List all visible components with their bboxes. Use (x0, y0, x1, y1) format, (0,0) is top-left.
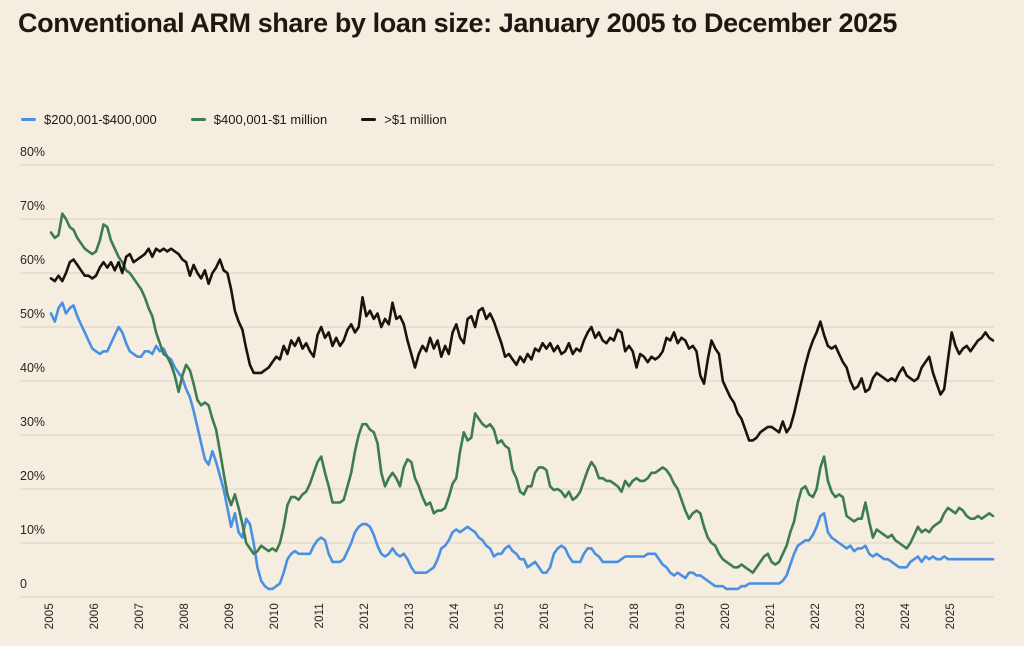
legend-dash-icon (190, 118, 206, 121)
chart-title: Conventional ARM share by loan size: Jan… (18, 8, 897, 38)
y-axis-label: 0 (20, 577, 27, 591)
x-axis-label: 2019 (674, 603, 687, 630)
y-axis-label: 50% (20, 307, 46, 321)
y-axis-label: 30% (20, 415, 46, 429)
x-axis-label: 2012 (359, 603, 372, 630)
x-axis-label: 2016 (539, 603, 552, 630)
legend-item-0[interactable]: $200,001-$400,000 (21, 112, 157, 127)
x-axis-label: 2018 (629, 603, 642, 630)
legend-item-2[interactable]: >$1 million (361, 112, 447, 127)
series-line-1 (49, 212, 995, 574)
y-axis-label: 40% (20, 361, 46, 375)
series-line-0 (49, 301, 995, 591)
y-axis-label: 60% (20, 253, 46, 267)
x-axis-label: 2008 (179, 603, 192, 630)
x-axis-label: 2010 (269, 603, 282, 630)
x-axis-label: 2025 (944, 603, 957, 630)
x-axis-label: 2024 (899, 603, 912, 630)
series-line-2 (49, 247, 995, 442)
x-axis-label: 2009 (224, 603, 237, 630)
legend-label: $400,001-$1 million (213, 112, 328, 127)
x-axis-label: 2005 (44, 603, 56, 630)
y-axis-label: 70% (20, 199, 46, 213)
x-axis-label: 2017 (584, 603, 597, 630)
legend-label: $200,001-$400,000 (44, 112, 157, 127)
y-axis-label: 10% (20, 523, 46, 537)
x-axis-label: 2006 (89, 603, 102, 630)
x-axis-label: 2023 (854, 603, 867, 630)
x-axis-label: 2011 (314, 603, 327, 629)
y-axis-label: 80% (20, 145, 46, 159)
legend: $200,001-$400,000 $400,001-$1 million >$1 … (21, 112, 447, 127)
x-axis-label: 2021 (764, 603, 777, 630)
legend-dash-icon (361, 118, 377, 121)
legend-dash-icon (21, 118, 36, 121)
x-axis-label: 2014 (449, 603, 462, 630)
x-axis-label: 2007 (134, 603, 147, 630)
x-axis-label: 2013 (404, 603, 417, 630)
x-axis-label: 2015 (494, 603, 507, 630)
legend-item-1[interactable]: $400,001-$1 million (190, 112, 328, 127)
legend-label: >$1 million (384, 112, 447, 127)
x-axis-label: 2022 (809, 603, 822, 630)
y-axis-label: 20% (20, 469, 46, 483)
x-axis-label: 2020 (719, 603, 732, 630)
